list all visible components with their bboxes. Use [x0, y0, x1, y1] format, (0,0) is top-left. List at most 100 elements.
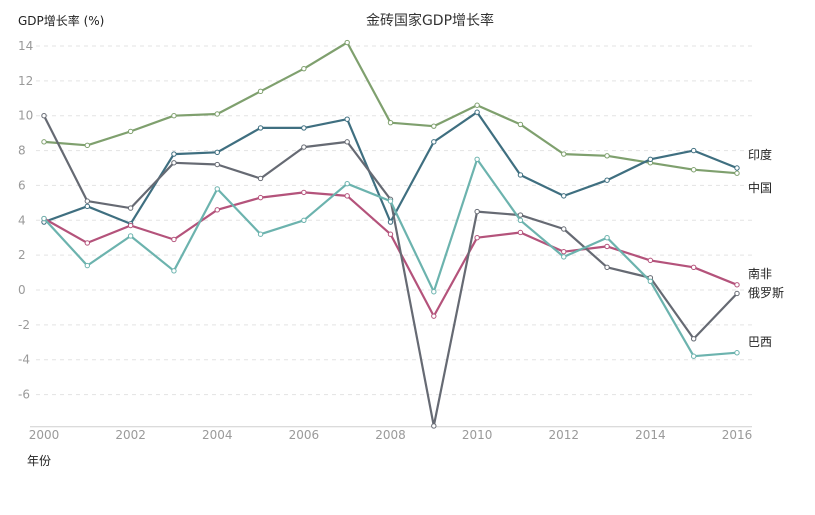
data-point — [344, 193, 350, 199]
data-point — [387, 231, 394, 237]
data-point — [127, 128, 134, 135]
data-point — [127, 233, 134, 239]
data-point — [604, 235, 610, 241]
y-tick-label: -6 — [18, 388, 30, 402]
data-point — [41, 113, 47, 119]
data-point — [301, 125, 307, 131]
x-tick-label: 2004 — [202, 428, 233, 442]
data-point — [561, 254, 567, 260]
data-point — [214, 149, 220, 156]
data-point — [214, 207, 220, 213]
data-point — [734, 350, 740, 356]
data-point — [387, 198, 394, 204]
data-point — [517, 172, 524, 178]
data-point — [257, 88, 264, 95]
series-4 — [41, 156, 740, 359]
x-tick-label: 2008 — [375, 428, 406, 442]
data-point — [257, 231, 264, 237]
data-point — [690, 336, 697, 342]
data-point — [387, 219, 394, 225]
data-point — [431, 139, 437, 145]
data-point — [517, 217, 524, 223]
data-point — [171, 113, 177, 119]
data-point — [171, 268, 177, 274]
data-point — [171, 151, 177, 157]
data-point — [517, 121, 524, 128]
data-point — [647, 257, 654, 264]
x-tick-label: 2000 — [29, 428, 60, 442]
data-point — [604, 243, 610, 250]
series-label: 印度 — [748, 147, 772, 162]
data-point — [604, 177, 610, 183]
series-label: 南非 — [748, 266, 772, 281]
data-point — [301, 189, 307, 196]
gridlines — [30, 45, 752, 428]
data-point — [690, 167, 697, 173]
data-point — [561, 226, 567, 232]
data-point — [517, 229, 524, 236]
data-point — [474, 235, 480, 241]
series-label: 巴西 — [748, 335, 772, 349]
series-2 — [41, 189, 740, 319]
y-tick-label: 14 — [18, 39, 33, 53]
data-point — [41, 139, 47, 145]
data-point — [690, 147, 697, 154]
data-point — [431, 289, 437, 295]
y-tick-label: 8 — [18, 144, 26, 158]
y-axis-ticks: 14 12 10 8 6 4 2 0 -2 -4 -6 — [18, 39, 33, 402]
x-tick-label: 2006 — [289, 428, 320, 442]
data-point — [84, 240, 91, 246]
data-point — [127, 222, 134, 229]
data-point — [431, 313, 437, 319]
y-tick-label: 0 — [18, 283, 26, 297]
data-point — [734, 282, 740, 288]
data-point — [647, 278, 654, 284]
data-point — [301, 217, 307, 223]
y-tick-label: 12 — [18, 74, 33, 88]
data-point — [561, 248, 567, 255]
y-tick-label: 4 — [18, 213, 26, 227]
x-axis-ticks: 2000 2002 2004 2006 2008 2010 2012 2014 2016 — [29, 428, 753, 442]
data-point — [41, 215, 47, 222]
data-point — [84, 203, 91, 210]
data-point — [171, 160, 177, 166]
data-point — [84, 262, 91, 269]
x-tick-label: 2002 — [115, 428, 146, 442]
data-point — [474, 208, 480, 215]
series-lines — [41, 39, 740, 429]
data-point — [431, 423, 437, 429]
data-point — [127, 205, 134, 211]
x-tick-label: 2012 — [548, 428, 579, 442]
data-point — [474, 109, 480, 115]
data-point — [561, 151, 567, 157]
data-point — [84, 198, 91, 204]
series-label: 中国 — [748, 180, 772, 195]
data-point — [690, 353, 697, 359]
data-point — [301, 144, 307, 150]
data-point — [517, 212, 524, 218]
y-tick-label: 2 — [18, 248, 26, 262]
data-point — [734, 165, 740, 171]
data-point — [734, 290, 740, 297]
y-tick-label: -2 — [18, 318, 30, 332]
data-point — [344, 116, 350, 122]
data-point — [344, 39, 350, 46]
x-tick-label: 2014 — [635, 428, 666, 442]
data-point — [474, 156, 480, 162]
x-tick-label: 2016 — [722, 428, 753, 442]
x-tick-label: 2010 — [462, 428, 493, 442]
data-point — [171, 236, 177, 243]
series-1 — [41, 109, 740, 227]
chart-title: 金砖国家GDP增长率 — [366, 12, 494, 29]
data-point — [604, 264, 610, 271]
data-point — [734, 170, 740, 176]
series-label: 俄罗斯 — [748, 286, 784, 300]
data-point — [474, 102, 480, 108]
y-tick-label: 6 — [18, 178, 26, 192]
series-line — [43, 115, 738, 427]
data-point — [690, 264, 697, 271]
series-line — [43, 191, 738, 318]
y-tick-label: -4 — [18, 353, 30, 367]
data-point — [84, 142, 91, 149]
